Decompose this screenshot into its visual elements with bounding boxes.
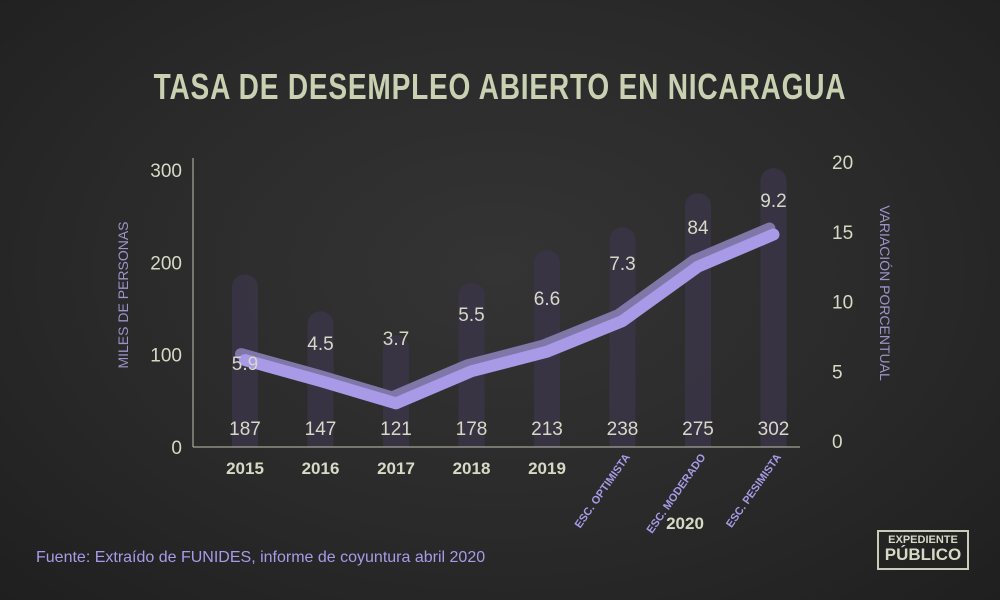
count-data-label: 187 — [229, 419, 261, 440]
x-tick-label-scenario: ESC. OPTIMISTA — [573, 452, 633, 531]
line-point — [697, 265, 699, 268]
count-data-label: 238 — [607, 419, 639, 440]
count-data-label: 147 — [305, 419, 337, 440]
line-series — [239, 228, 780, 410]
expediente-publico-logo: EXPEDIENTE PÚBLICO — [877, 530, 969, 570]
y-right-tick-label: 5 — [832, 362, 843, 383]
y-right-tick-label: 0 — [832, 432, 843, 453]
bar-esc-optimista — [609, 227, 636, 447]
rate-data-label: 5.9 — [232, 354, 258, 375]
x-tick-label: 2015 — [226, 459, 264, 478]
y-left-tick-label: 100 — [150, 346, 182, 367]
logo-line1: EXPEDIENTE — [888, 534, 958, 546]
line-point — [244, 359, 246, 362]
rate-data-label: 5.5 — [458, 305, 484, 326]
line-point — [319, 380, 322, 383]
line-point — [395, 402, 397, 405]
x-tick-label: 2018 — [453, 459, 491, 478]
line-point — [546, 350, 548, 353]
rate-data-label: 3.7 — [383, 329, 409, 350]
source-note: Fuente: Extraído de FUNIDES, informe de … — [36, 549, 486, 566]
count-data-label: 121 — [380, 419, 412, 440]
y-right-tick-label: 20 — [832, 153, 853, 174]
y-left-tick-label: 0 — [171, 438, 182, 459]
line-point — [772, 233, 775, 236]
rate-data-label: 6.6 — [534, 289, 560, 310]
y-right-tick-label: 15 — [832, 223, 853, 244]
y-left-axis-title: MILES DE PERSONAS — [115, 221, 131, 368]
y-right-axis-title: VARIACIÓN PORCENTUAL — [877, 205, 893, 381]
rate-data-label: 4.5 — [307, 334, 333, 355]
count-data-label: 213 — [531, 419, 563, 440]
rate-data-label: 9.2 — [760, 191, 786, 212]
count-data-label: 302 — [758, 419, 790, 440]
logo-line2: PÚBLICO — [884, 545, 962, 564]
y-left-tick-label: 200 — [150, 253, 182, 274]
y-left-tick-label: 300 — [150, 161, 182, 182]
x-tick-label: 2016 — [302, 459, 340, 478]
x-tick-label-scenario: ESC. PESIMISTA — [724, 452, 784, 530]
count-data-label: 178 — [456, 419, 488, 440]
line-point — [621, 320, 624, 323]
y-right-tick-label: 10 — [832, 293, 853, 314]
x-tick-label: 2017 — [377, 459, 415, 478]
line-point — [470, 370, 473, 373]
x-tick-label: 2019 — [528, 459, 566, 478]
chart-title: TASA DE DESEMPLEO ABIERTO EN NICARAGUA — [153, 66, 847, 107]
x-group-label: 2020 — [666, 514, 704, 533]
rate-data-label: 7.3 — [609, 254, 635, 275]
count-data-label: 275 — [682, 419, 714, 440]
rate-data-label: 84 — [687, 218, 709, 239]
